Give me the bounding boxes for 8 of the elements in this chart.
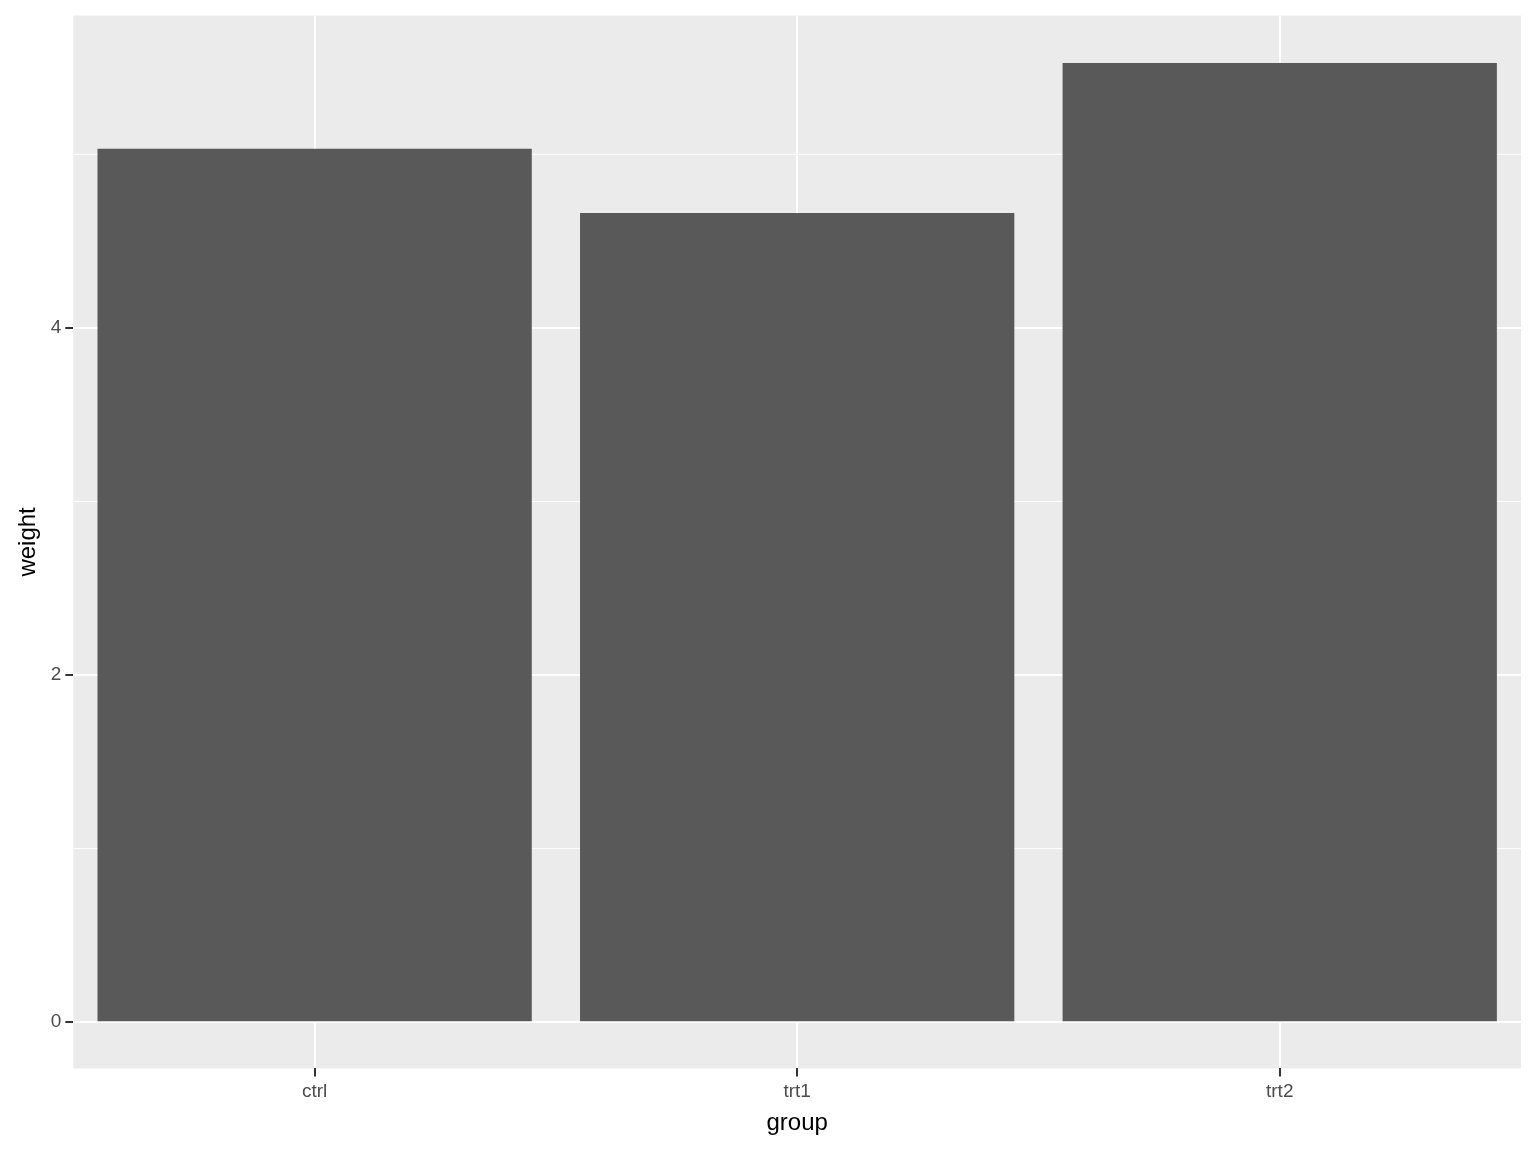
- x-tick-label: trt1: [783, 1080, 811, 1102]
- x-tick-label: ctrl: [301, 1080, 328, 1102]
- y-tick-label: 0: [50, 1010, 62, 1032]
- x-axis-title: group: [766, 1108, 828, 1136]
- y-axis-title: weight: [13, 506, 41, 578]
- x-tick-label: trt2: [1266, 1080, 1294, 1102]
- y-tick-label: 4: [50, 316, 62, 338]
- y-tick-label: 2: [50, 663, 62, 685]
